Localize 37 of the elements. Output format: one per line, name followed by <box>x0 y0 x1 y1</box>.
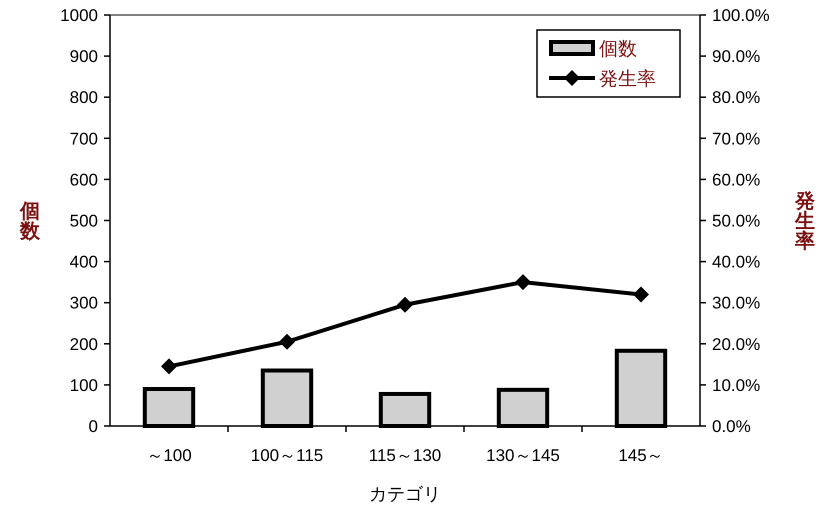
y2-tick-label: 20.0% <box>712 334 760 354</box>
point <box>515 274 531 290</box>
y-tick-label: 500 <box>70 212 98 230</box>
legend-label: 個数 <box>599 39 637 60</box>
y2-axis-title: 発生率 <box>794 190 815 252</box>
x-tick-label: 130～145 <box>486 446 560 465</box>
y2-tick-label: 10.0% <box>712 376 760 395</box>
y-axis-title: 個数 <box>19 200 41 242</box>
y2-tick-label: 70.0% <box>712 129 760 148</box>
y2-tick-label: 30.0% <box>712 294 760 313</box>
x-tick-label: 145～ <box>618 446 664 465</box>
y-tick-label: 700 <box>70 129 98 148</box>
point <box>279 334 295 350</box>
legend-label: 発生率 <box>599 68 656 90</box>
y-tick-label: 0 <box>88 417 98 436</box>
x-axis-title: カテゴリ <box>369 484 441 504</box>
y2-tick-label: 0.0% <box>712 417 751 436</box>
y2-tick-label: 90.0% <box>712 47 760 66</box>
y-tick-label: 200 <box>70 334 98 354</box>
y-tick-label: 300 <box>70 294 98 313</box>
point <box>161 358 177 374</box>
y-tick-label: 600 <box>70 170 98 190</box>
y-tick-label: 800 <box>70 88 98 108</box>
y2-tick-label: 50.0% <box>712 212 760 230</box>
x-tick-label: ～100 <box>146 446 192 465</box>
point <box>633 286 649 302</box>
y2-tick-label: 80.0% <box>712 88 760 108</box>
y2-tick-label: 40.0% <box>712 252 760 272</box>
y2-tick-label: 60.0% <box>712 170 760 190</box>
point <box>397 296 413 313</box>
x-tick-label: 100～115 <box>250 446 324 465</box>
y-tick-label: 900 <box>70 47 98 66</box>
y-tick-label: 1000 <box>60 6 98 25</box>
y-tick-label: 400 <box>70 252 98 272</box>
y2-tick-label: 100.0% <box>712 6 770 25</box>
y-tick-label: 100 <box>70 376 98 395</box>
x-tick-label: 115～130 <box>368 446 442 465</box>
